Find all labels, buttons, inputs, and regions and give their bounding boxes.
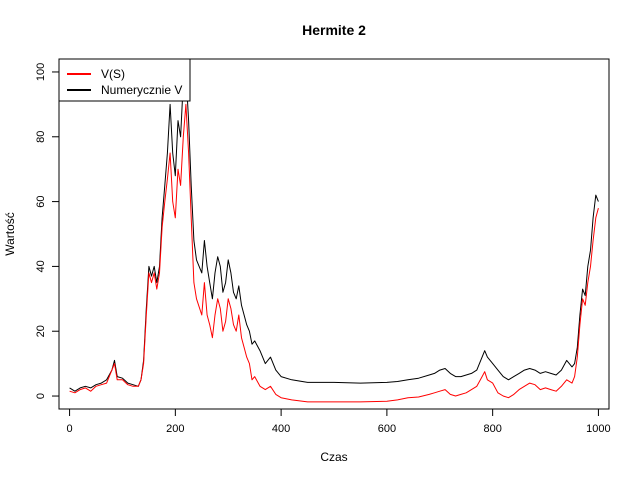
y-tick-label: 60	[35, 195, 47, 207]
y-axis-title: Wartość	[3, 212, 17, 256]
legend-label-numerycznie-v: Numerycznie V	[101, 83, 182, 97]
x-tick-label: 0	[67, 423, 73, 435]
x-axis-title: Czas	[320, 450, 347, 464]
x-tick-label: 400	[272, 423, 290, 435]
y-tick-label: 40	[35, 260, 47, 272]
x-tick-label: 1000	[586, 423, 610, 435]
x-axis: 0 200 400 600 800 1000	[67, 408, 611, 435]
x-tick-label: 600	[378, 423, 396, 435]
plot-area-frame	[58, 58, 610, 410]
legend: V(S) Numerycznie V	[58, 58, 191, 102]
legend-label-vs: V(S)	[101, 67, 125, 81]
x-tick-label: 800	[483, 423, 501, 435]
legend-box	[58, 58, 191, 102]
y-tick-label: 20	[35, 325, 47, 337]
x-tick-label: 200	[166, 423, 184, 435]
series-line-numerycznie-v	[69, 71, 599, 392]
y-tick-label: 0	[35, 393, 47, 399]
y-tick-label: 80	[35, 131, 47, 143]
chart-title: Hermite 2	[302, 22, 366, 38]
y-axis: 0 20 40 60 80 100	[35, 63, 60, 399]
series-line-vs	[69, 103, 599, 403]
y-tick-label: 100	[35, 63, 47, 81]
series-layer	[69, 71, 599, 403]
